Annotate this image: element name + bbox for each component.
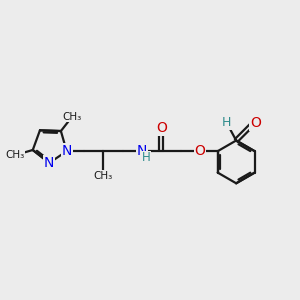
Text: O: O <box>156 121 167 135</box>
Text: N: N <box>137 144 147 158</box>
Text: O: O <box>194 144 205 158</box>
Text: O: O <box>250 116 261 130</box>
Text: CH₃: CH₃ <box>94 171 113 181</box>
Text: N: N <box>61 144 72 158</box>
Text: N: N <box>44 156 55 170</box>
Text: H: H <box>142 151 150 164</box>
Text: CH₃: CH₃ <box>5 150 25 160</box>
Text: CH₃: CH₃ <box>62 112 82 122</box>
Text: H: H <box>222 116 231 129</box>
